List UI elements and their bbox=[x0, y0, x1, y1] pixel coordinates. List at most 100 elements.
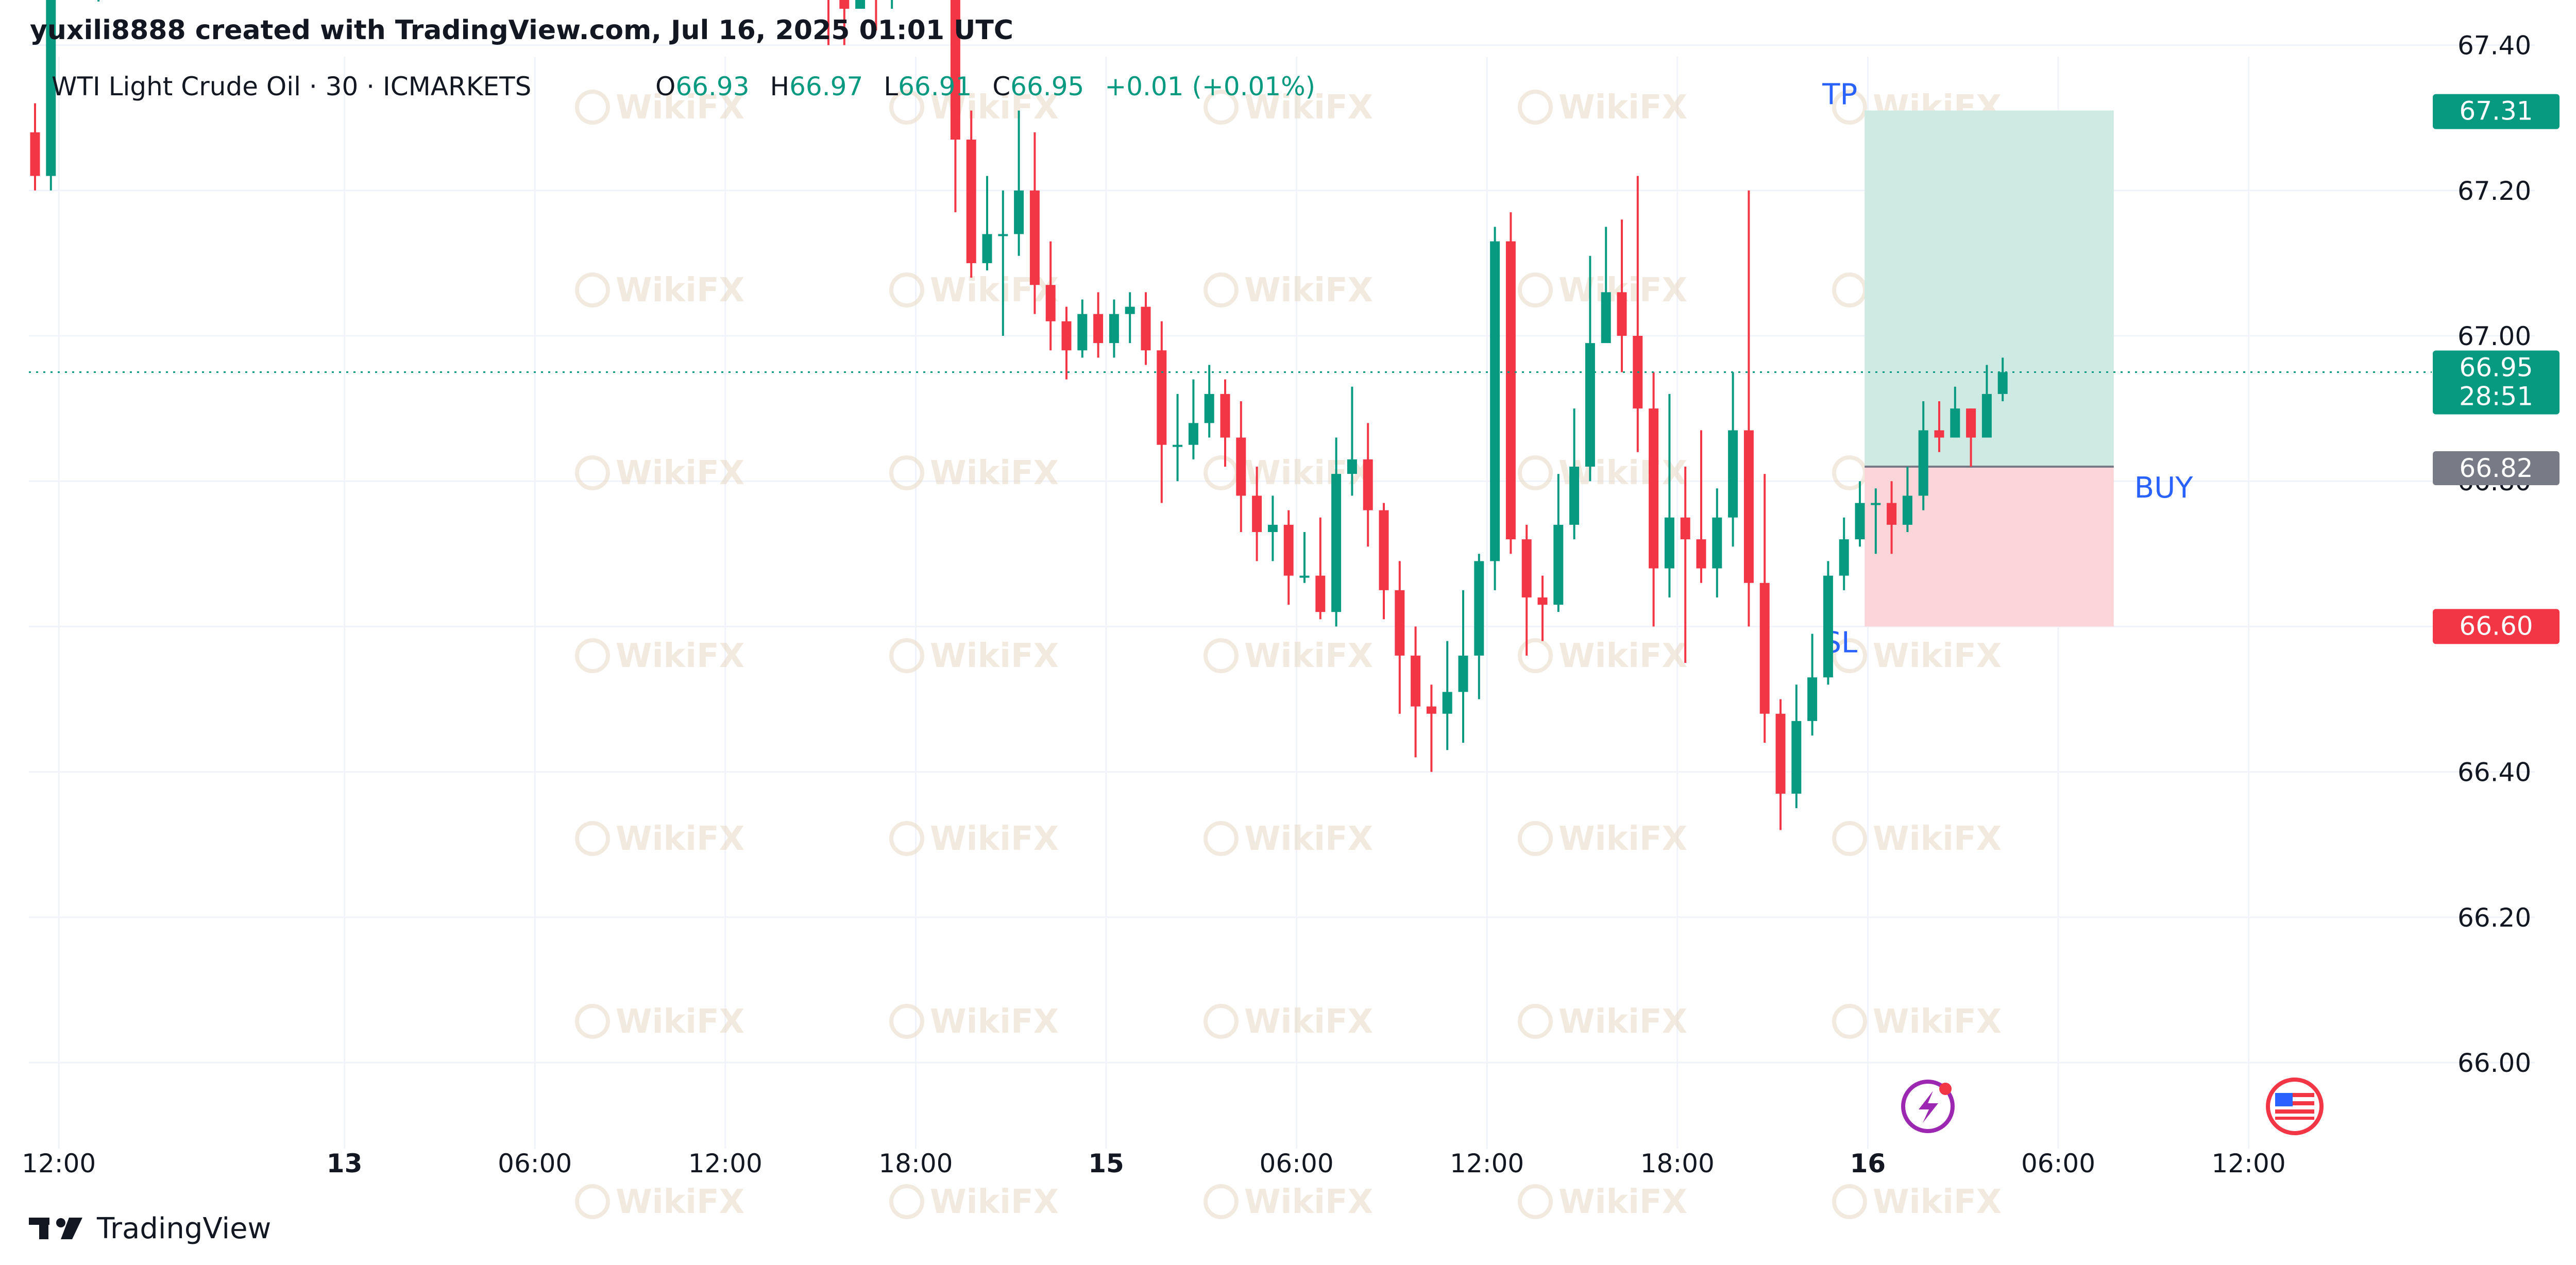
svg-text:28:51: 28:51 bbox=[2459, 382, 2533, 412]
us-flag-icon[interactable] bbox=[2266, 1078, 2324, 1135]
candle bbox=[1966, 408, 1976, 467]
wikifx-watermark: WikiFX bbox=[1518, 1003, 1687, 1041]
candle bbox=[1633, 176, 1643, 452]
svg-text:WikiFX: WikiFX bbox=[1558, 89, 1687, 127]
candle bbox=[1902, 466, 1912, 532]
legend-high-label: H bbox=[770, 72, 790, 101]
candle bbox=[1887, 481, 1897, 554]
time-axis[interactable]: 12:00 13 06:00 12:00 18:00 15 06:00 12:00 18:00 1… bbox=[22, 1149, 2285, 1178]
y-tick-label: 66.40 bbox=[2458, 758, 2531, 788]
svg-text:WikiFX: WikiFX bbox=[1558, 820, 1687, 858]
x-tick-label: 06:00 bbox=[2021, 1149, 2095, 1178]
candle bbox=[1077, 299, 1088, 358]
candles bbox=[30, 0, 2008, 830]
svg-text:66.60: 66.60 bbox=[2459, 611, 2533, 641]
wikifx-watermark: WikiFX bbox=[889, 637, 1059, 675]
candle bbox=[1839, 517, 1849, 590]
wikifx-watermark: WikiFX bbox=[1204, 89, 1373, 127]
wikifx-watermark: WikiFX bbox=[1204, 637, 1373, 675]
legend-symbol[interactable]: WTI Light Crude Oil · 30 · ICMARKETS bbox=[52, 72, 531, 101]
candle bbox=[1934, 401, 1944, 452]
candle bbox=[1363, 423, 1373, 547]
candle bbox=[1649, 372, 1659, 627]
svg-text:WikiFX: WikiFX bbox=[930, 1003, 1059, 1041]
legend-close: 66.95 bbox=[1010, 72, 1084, 101]
wikifx-watermark: WikiFX bbox=[1518, 1183, 1687, 1221]
x-tick-label: 15 bbox=[1088, 1149, 1124, 1178]
candle bbox=[1458, 590, 1468, 743]
svg-text:WikiFX: WikiFX bbox=[930, 637, 1059, 675]
svg-text:WikiFX: WikiFX bbox=[1873, 637, 2002, 675]
wikifx-watermark: WikiFX bbox=[575, 637, 744, 675]
candle bbox=[1664, 394, 1674, 597]
candle bbox=[1855, 481, 1865, 547]
candle bbox=[1537, 575, 1548, 641]
legend-open-label: O bbox=[655, 72, 675, 101]
candle bbox=[1411, 626, 1421, 758]
candle bbox=[1331, 437, 1342, 627]
candle bbox=[1791, 685, 1802, 809]
wikifx-watermark: WikiFX bbox=[1832, 1183, 2002, 1221]
svg-text:WikiFX: WikiFX bbox=[616, 1183, 744, 1221]
candle bbox=[1474, 554, 1484, 699]
wikifx-watermark: WikiFX bbox=[575, 454, 744, 492]
wikifx-watermark: WikiFX bbox=[889, 1183, 1059, 1221]
candle bbox=[1569, 408, 1580, 540]
candle bbox=[1379, 503, 1389, 620]
chart-credit: yuxili8888 created with TradingView.com,… bbox=[30, 15, 1013, 46]
candle bbox=[46, 0, 56, 191]
candle bbox=[1157, 321, 1167, 503]
candle bbox=[97, 0, 100, 2]
wikifx-watermark: WikiFX bbox=[1204, 1183, 1373, 1221]
candle bbox=[1109, 299, 1119, 358]
sl-price-badge: 66.60 bbox=[2433, 609, 2560, 644]
stop-loss-zone[interactable] bbox=[1865, 466, 2114, 627]
price-axis[interactable]: 66.0066.2066.4066.6066.8067.0067.2067.40… bbox=[2458, 0, 2531, 1078]
candle bbox=[966, 110, 976, 278]
svg-text:WikiFX: WikiFX bbox=[1244, 89, 1373, 127]
lightning-icon[interactable] bbox=[1901, 1080, 1955, 1133]
candle bbox=[1426, 685, 1436, 772]
wikifx-watermark: WikiFX bbox=[1832, 637, 2002, 675]
candle bbox=[1014, 110, 1024, 256]
svg-text:WikiFX: WikiFX bbox=[616, 271, 744, 310]
wikifx-watermark: WikiFX bbox=[575, 820, 744, 858]
candle bbox=[1950, 386, 1960, 438]
x-tick-label: 06:00 bbox=[1260, 1149, 1334, 1178]
legend-ohlc: O66.93 H66.97 L66.91 C66.95 +0.01 (+0.01%) bbox=[655, 72, 1315, 101]
wikifx-watermark: WikiFX bbox=[1204, 271, 1373, 310]
candle bbox=[1871, 488, 1881, 554]
candle bbox=[891, 0, 893, 9]
candle bbox=[30, 103, 40, 191]
y-tick-label: 66.20 bbox=[2458, 903, 2531, 933]
wikifx-watermark: WikiFX bbox=[1204, 820, 1373, 858]
svg-text:WikiFX: WikiFX bbox=[1244, 820, 1373, 858]
wikifx-watermark: WikiFX bbox=[575, 89, 744, 127]
x-tick-label: 18:00 bbox=[1640, 1149, 1715, 1178]
candle bbox=[1617, 219, 1627, 372]
legend-open: 66.93 bbox=[675, 72, 749, 101]
candle bbox=[1521, 524, 1532, 656]
svg-text:WikiFX: WikiFX bbox=[1244, 637, 1373, 675]
x-tick-label: 12:00 bbox=[1450, 1149, 1524, 1178]
candle bbox=[1680, 466, 1690, 663]
wikifx-watermark: WikiFX bbox=[1518, 820, 1687, 858]
x-tick-label: 12:00 bbox=[22, 1149, 96, 1178]
candle bbox=[1918, 401, 1928, 510]
wikifx-watermark: WikiFX bbox=[889, 454, 1059, 492]
candle bbox=[1093, 292, 1104, 358]
svg-text:WikiFX: WikiFX bbox=[930, 820, 1059, 858]
candle bbox=[875, 0, 877, 31]
candle bbox=[1125, 292, 1135, 344]
legend-change: +0.01 (+0.01%) bbox=[1105, 72, 1315, 101]
wikifx-watermark: WikiFX bbox=[1518, 89, 1687, 127]
candle bbox=[1997, 357, 2008, 401]
candle bbox=[1743, 190, 1754, 627]
y-tick-label: 67.20 bbox=[2458, 176, 2531, 206]
tp-label: TP bbox=[1822, 78, 1857, 112]
candle bbox=[1442, 641, 1452, 750]
